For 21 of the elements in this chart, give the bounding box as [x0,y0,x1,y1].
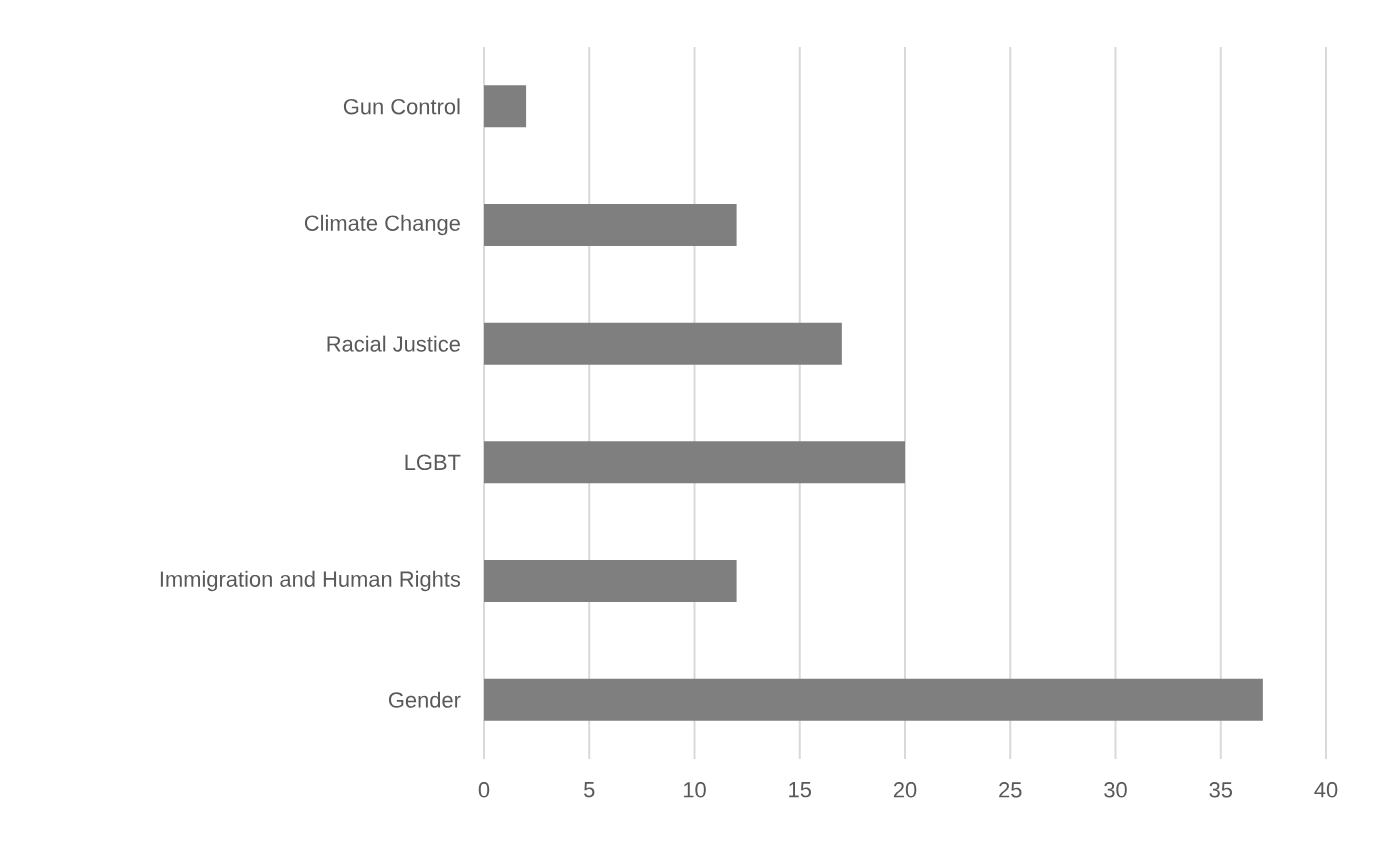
bar [484,441,905,484]
x-tick-label: 25 [999,782,1022,798]
x-tick-label: 20 [893,782,917,798]
y-tick-label: Immigration and Human Rights [160,570,461,592]
bar [484,204,737,247]
y-tick-label: Climate Change [304,214,460,236]
x-tick-label: 0 [478,782,490,798]
x-tick-label: 5 [584,782,595,798]
y-tick-label: Racial Justice [327,335,460,352]
y-tick-label: Gun Control [343,98,460,115]
x-tick-label: 30 [1104,782,1127,798]
x-tick-label: 15 [789,782,811,798]
x-tick-label: 35 [1209,782,1232,798]
bar [484,85,527,128]
y-tick-label: Gender [388,691,461,708]
bar [484,678,1263,721]
x-tick-label: 10 [683,782,706,798]
bar [484,322,842,365]
y-tick-label: LGBT [405,454,461,471]
bar [484,560,737,603]
x-tick-label: 40 [1314,782,1338,798]
